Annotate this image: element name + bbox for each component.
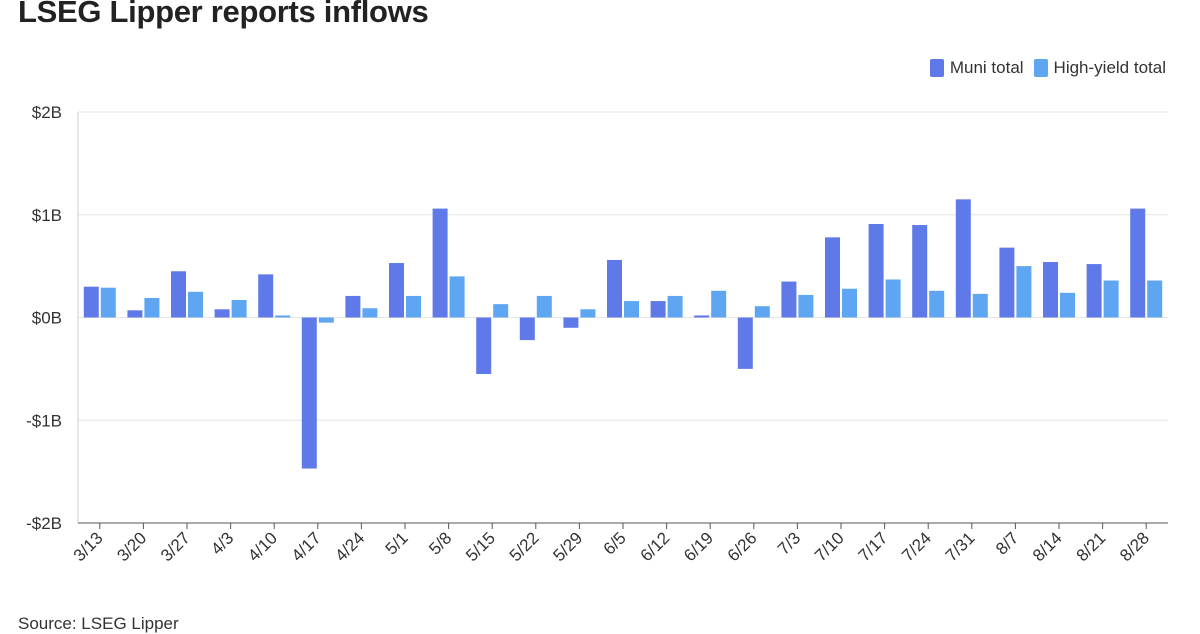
bar-high-yield-total [536,295,552,318]
bar-muni-total [1043,262,1058,318]
x-tick-label: 7/3 [774,528,804,558]
x-tick-label: 5/15 [462,528,499,565]
bar-high-yield-total [798,294,814,318]
bar-muni-total [83,286,99,318]
legend-label-muni: Muni total [949,58,1024,77]
bar-high-yield-total [842,288,857,318]
bar-high-yield-total [275,315,291,318]
x-tick-label: 5/22 [506,528,543,565]
bar-high-yield-total [1060,292,1075,318]
x-tick-label: 8/28 [1116,528,1153,565]
bar-high-yield-total [885,279,901,318]
source-note: Source: LSEG Lipper [18,614,179,633]
bar-high-yield-total [362,308,378,318]
x-tick-label: 6/5 [600,528,630,558]
bar-muni-total [476,317,492,375]
bar-high-yield-total [406,295,421,318]
bar-muni-total [955,199,971,318]
bar-muni-total [999,247,1015,318]
y-tick-label: $2B [32,103,62,122]
x-tick-label: 4/17 [288,528,325,565]
y-tick-label: -$2B [26,514,62,533]
x-tick-label: 4/24 [331,528,368,565]
bar-high-yield-total [1103,280,1119,318]
bar-high-yield-total [188,291,203,318]
legend-swatch-high-yield [1033,59,1048,77]
bar-high-yield-total [580,309,596,318]
bar-muni-total [432,208,448,318]
bar-muni-total [563,317,579,328]
bar-high-yield-total [318,317,334,323]
x-tick-label: 8/7 [992,528,1022,558]
bar-high-yield-total [493,304,509,318]
bar-muni-total [912,225,928,318]
bar-high-yield-total [1016,266,1032,318]
bar-high-yield-total [144,297,160,318]
x-tick-label: 4/3 [207,528,237,558]
y-tick-label: -$1B [26,411,62,430]
bar-high-yield-total [711,290,727,318]
bar-muni-total [258,274,274,318]
bar-high-yield-total [972,293,988,318]
bar-high-yield-total [667,295,683,318]
x-tick-label: 7/31 [942,528,979,565]
x-tick-label: 3/20 [113,528,150,565]
x-tick-label: 3/27 [157,528,194,565]
x-tick-label: 6/19 [680,528,717,565]
bar-muni-total [127,310,143,318]
x-tick-label: 5/1 [382,528,412,558]
bar-muni-total [214,309,230,318]
x-tick-label: 6/12 [637,528,674,565]
chart-title: LSEG Lipper reports inflows [18,0,429,29]
x-tick-label: 7/17 [855,528,892,565]
bar-muni-total [825,237,840,318]
bar-muni-total [694,315,710,318]
x-tick-label: 7/10 [811,528,848,565]
x-tick-label: 3/13 [70,528,107,565]
legend-item-high-yield: High-yield total [1033,58,1166,78]
y-tick-label: $0B [32,309,62,328]
legend-label-high-yield: High-yield total [1053,58,1166,77]
bar-muni-total [868,223,884,318]
bar-muni-total [519,317,535,341]
bar-high-yield-total [1147,280,1163,318]
chart-legend: Muni total High-yield total [929,58,1166,78]
bar-muni-total [171,271,186,318]
bar-muni-total [301,317,317,469]
legend-item-muni: Muni total [929,58,1024,78]
bar-muni-total [607,259,622,318]
bar-muni-total [650,301,666,318]
x-tick-label: 7/24 [898,528,935,565]
x-tick-label: 6/26 [724,528,761,565]
x-tick-label: 5/8 [425,528,455,558]
x-tick-label: 4/10 [244,528,281,565]
bar-high-yield-total [231,300,247,318]
x-tick-label: 5/29 [549,528,586,565]
bar-muni-total [345,295,361,318]
bar-muni-total [1086,264,1102,318]
bar-muni-total [781,281,797,318]
x-tick-label: 8/21 [1073,528,1110,565]
legend-swatch-muni [929,59,944,77]
x-tick-label: 8/14 [1029,528,1066,565]
y-tick-label: $1B [32,206,62,225]
bar-high-yield-total [754,306,770,318]
bar-high-yield-total [929,290,945,318]
bar-high-yield-total [624,301,639,318]
bar-muni-total [1130,208,1146,318]
bar-high-yield-total [449,276,465,318]
bar-muni-total [389,263,404,318]
bar-muni-total [737,317,753,369]
bar-high-yield-total [100,287,116,318]
